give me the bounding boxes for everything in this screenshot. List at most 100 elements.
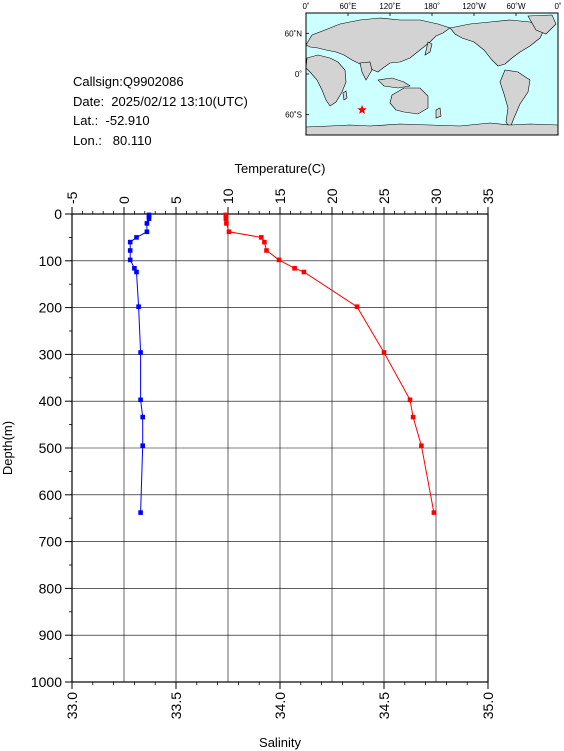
map-lat-labels: 60˚N 0˚ 60˚S xyxy=(285,29,303,119)
land-north-america xyxy=(449,19,546,67)
temperature-data-point xyxy=(301,269,307,275)
map-lon-label: 60˚W xyxy=(506,2,526,11)
salinity-data-point xyxy=(144,221,150,226)
salinity-tick-label: 34.0 xyxy=(272,692,288,719)
temperature-data-point xyxy=(410,414,416,420)
land-india xyxy=(359,61,373,81)
salinity-data-point xyxy=(127,248,133,253)
temperature-data-point xyxy=(223,216,229,221)
location-marker-star xyxy=(357,104,367,114)
temperature-data-point xyxy=(259,235,264,240)
salinity-data-point xyxy=(127,239,133,245)
temperature-data-point xyxy=(407,397,413,403)
map-lon-labels: 0˚ 60˚E 120˚E 180˚ 120˚W 60˚W 0˚ xyxy=(302,2,561,11)
temperature-tick-label: 0 xyxy=(116,196,132,204)
map-lon-label: 120˚W xyxy=(462,2,486,11)
temperature-tick-label: 20 xyxy=(324,188,340,204)
chart-grid xyxy=(71,214,489,682)
depth-tick-label: 600 xyxy=(39,487,63,503)
temperature-tick-label: 10 xyxy=(220,188,236,204)
temperature-tick-label: -5 xyxy=(64,191,80,204)
salinity-tick-labels: 33.0 33.5 34.0 34.5 35.0 xyxy=(64,692,496,719)
salinity-tick-label: 35.0 xyxy=(480,692,496,719)
salinity-tick-label: 34.5 xyxy=(376,692,392,719)
land-south-america xyxy=(499,69,531,129)
salinity-data-point xyxy=(138,350,143,355)
temperature-data-point xyxy=(381,350,387,355)
temperature-profile-line xyxy=(225,214,435,513)
temperature-data-point xyxy=(431,510,437,515)
temperature-data-point xyxy=(354,304,360,309)
salinity-data-point xyxy=(134,235,139,240)
land-new-zealand xyxy=(435,107,442,119)
depth-tick-label: 800 xyxy=(39,580,63,596)
land-africa xyxy=(305,54,347,107)
land-eurasia xyxy=(305,17,451,73)
temperature-data-point xyxy=(292,266,297,271)
temperature-tick-label: 5 xyxy=(168,196,184,204)
station-info: Callsign:Q9902086 Date: 2025/02/12 13:10… xyxy=(73,72,248,150)
temperature-axis-title: Temperature(C) xyxy=(234,161,325,176)
callsign-text: Callsign:Q9902086 xyxy=(73,74,184,89)
salinity-profile-line xyxy=(129,214,150,513)
map-lat-label: 0˚ xyxy=(295,70,302,79)
temperature-tick-labels: -5 0 5 10 15 20 25 30 35 xyxy=(64,188,496,204)
depth-tick-label: 100 xyxy=(39,253,63,269)
depth-tick-label: 900 xyxy=(39,627,63,643)
land-indonesia xyxy=(377,77,411,89)
depth-axis-title: Depth(m) xyxy=(0,421,15,475)
depth-tick-label: 0 xyxy=(54,206,62,222)
map-lon-label: 180˚ xyxy=(424,2,440,11)
map-lat-label: 60˚N xyxy=(285,29,303,38)
temperature-data-point xyxy=(419,443,424,448)
depth-tick-label: 400 xyxy=(39,393,63,409)
temperature-tick-label: 15 xyxy=(272,188,288,204)
salinity-data-point xyxy=(144,229,150,235)
temperature-data-point xyxy=(226,229,232,235)
depth-tick-labels: 0 100 200 300 400 500 600 700 800 900 1000 xyxy=(31,206,62,690)
salinity-data-point xyxy=(138,397,143,403)
land-greenland xyxy=(527,14,557,35)
chart-ticks xyxy=(65,207,489,689)
salinity-data-point xyxy=(136,304,141,309)
map-ticks xyxy=(305,13,559,116)
salinity-tick-label: 33.5 xyxy=(168,692,184,719)
date-text: Date: 2025/02/12 13:10(UTC) xyxy=(73,93,248,109)
map-lon-label: 0˚ xyxy=(554,2,561,11)
salinity-data-point xyxy=(138,510,143,515)
salinity-data-point xyxy=(127,257,133,263)
temperature-tick-label: 30 xyxy=(428,188,444,204)
depth-tick-label: 200 xyxy=(39,300,63,316)
map-land xyxy=(305,14,559,136)
map-lon-label: 0˚ xyxy=(302,2,309,11)
temperature-data-point xyxy=(264,248,269,253)
temperature-data-point xyxy=(262,239,267,245)
temperature-data-point xyxy=(276,257,282,263)
salinity-axis-title: Salinity xyxy=(259,735,301,750)
salinity-data-point xyxy=(140,414,145,420)
chart-frame xyxy=(71,213,489,683)
temperature-data-point xyxy=(224,221,229,226)
depth-tick-label: 700 xyxy=(39,534,63,550)
depth-tick-label: 300 xyxy=(39,346,63,362)
latitude-text: Lat.: -52.910 xyxy=(73,113,150,128)
salinity-data-point xyxy=(132,266,137,271)
series-layer xyxy=(127,212,437,515)
salinity-data-point xyxy=(134,269,139,275)
temperature-tick-label: 25 xyxy=(376,188,392,204)
land-japan xyxy=(424,41,433,56)
depth-tick-label: 1000 xyxy=(31,674,62,690)
temperature-data-point xyxy=(223,214,229,219)
depth-tick-label: 500 xyxy=(39,440,63,456)
land-madagascar xyxy=(342,90,348,101)
salinity-data-point xyxy=(140,443,145,448)
temperature-tick-label: 35 xyxy=(480,188,496,204)
salinity-tick-label: 33.0 xyxy=(64,692,80,719)
salinity-data-point xyxy=(146,214,152,219)
longitude-text: Lon.: 80.110 xyxy=(73,132,152,148)
map-lat-label: 60˚S xyxy=(285,111,302,120)
map-lon-label: 120˚E xyxy=(379,2,400,11)
salinity-data-point xyxy=(146,216,152,221)
